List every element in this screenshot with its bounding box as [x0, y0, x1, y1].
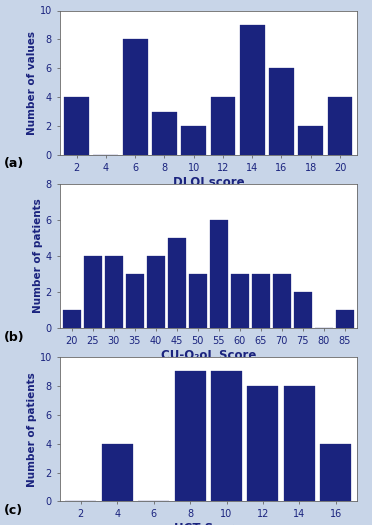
Bar — [168, 238, 186, 328]
Bar — [328, 97, 352, 155]
Bar — [269, 68, 294, 155]
Text: (a): (a) — [4, 158, 24, 171]
Y-axis label: Number of values: Number of values — [27, 30, 37, 135]
Bar — [102, 444, 133, 501]
Bar — [240, 25, 264, 155]
Bar — [320, 444, 351, 501]
Bar — [147, 256, 165, 328]
Bar — [105, 256, 123, 328]
Bar — [252, 274, 270, 328]
X-axis label: DLQI score: DLQI score — [173, 175, 244, 188]
Text: (b): (b) — [4, 331, 24, 344]
Bar — [294, 292, 312, 328]
Bar — [84, 256, 102, 328]
Bar — [284, 386, 315, 501]
X-axis label: UCT Score: UCT Score — [174, 522, 242, 525]
Bar — [152, 112, 177, 155]
Bar — [123, 39, 148, 155]
Bar — [247, 386, 278, 501]
Bar — [273, 274, 291, 328]
Bar — [64, 97, 89, 155]
Y-axis label: Number of patients: Number of patients — [27, 372, 37, 487]
Bar — [298, 126, 323, 155]
Bar — [231, 274, 249, 328]
Bar — [174, 372, 206, 501]
X-axis label: CU-Q₂oL Score: CU-Q₂oL Score — [161, 349, 256, 362]
Bar — [211, 97, 235, 155]
Text: (c): (c) — [4, 504, 23, 517]
Bar — [336, 310, 354, 328]
Y-axis label: Number of patients: Number of patients — [33, 198, 43, 313]
Bar — [189, 274, 207, 328]
Bar — [211, 372, 242, 501]
Bar — [126, 274, 144, 328]
Bar — [181, 126, 206, 155]
Bar — [210, 220, 228, 328]
Bar — [63, 310, 81, 328]
